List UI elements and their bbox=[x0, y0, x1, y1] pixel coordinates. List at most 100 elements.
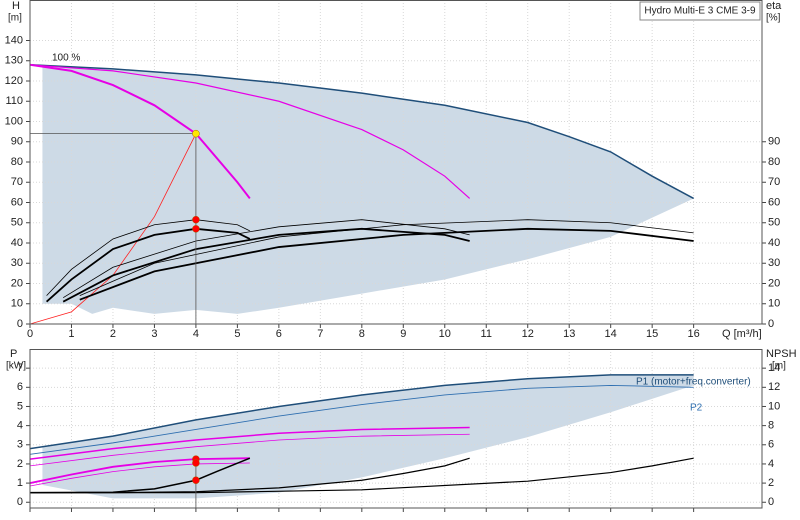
y2-tick-label: 80 bbox=[768, 156, 780, 168]
y2-tick-label: 30 bbox=[768, 257, 780, 269]
y-tick-label: 7 bbox=[17, 362, 23, 374]
x-tick-label: 4 bbox=[193, 328, 199, 340]
duty-point bbox=[192, 476, 200, 484]
y-tick-label: 4 bbox=[17, 420, 23, 432]
legend-box bbox=[639, 1, 761, 21]
plots: 0 1 2 3 4 5 6 7 8 9 10 11 12 13 14 15 160102030405060708… bbox=[5, 0, 780, 512]
x-tick-label: 1 bbox=[68, 328, 74, 340]
plot-frame bbox=[29, 349, 763, 509]
series-line bbox=[30, 426, 470, 460]
y-tick-label: 130 bbox=[5, 55, 23, 67]
x-tick-label: 14 bbox=[605, 328, 617, 340]
series-line bbox=[45, 227, 251, 303]
y-tick-label: 2 bbox=[17, 458, 23, 470]
series-line bbox=[30, 64, 471, 199]
y2-tick-label: 12 bbox=[768, 381, 780, 393]
x-tick-label: 2 bbox=[110, 328, 116, 340]
duty-point bbox=[192, 215, 200, 224]
x-tick-label: 15 bbox=[646, 328, 658, 340]
series-line bbox=[30, 457, 250, 484]
y-tick-label: 110 bbox=[5, 95, 23, 107]
x-tick-label: 12 bbox=[522, 328, 534, 340]
y2-tick-label: 20 bbox=[768, 277, 780, 289]
operating-area bbox=[42, 374, 694, 499]
y2-axis-label: eta bbox=[766, 0, 782, 12]
y-tick-label: 80 bbox=[11, 156, 23, 168]
y-tick-label: 30 bbox=[11, 257, 23, 269]
y2-tick-label: 90 bbox=[768, 136, 780, 148]
y-tick-label: 140 bbox=[5, 34, 23, 46]
y-tick-label: 20 bbox=[11, 277, 23, 289]
y-tick-label: 70 bbox=[11, 176, 23, 188]
plot bbox=[30, 0, 760, 324]
y-tick-label: 50 bbox=[11, 217, 23, 229]
y-axis-label: H bbox=[12, 0, 20, 12]
plot bbox=[30, 349, 760, 508]
series-line bbox=[30, 64, 694, 200]
y-tick-label: 90 bbox=[11, 136, 23, 148]
x-tick-label: 8 bbox=[359, 328, 365, 340]
series-line bbox=[62, 227, 470, 303]
duty-point bbox=[192, 225, 200, 233]
series-line bbox=[30, 384, 694, 455]
y-tick-label: 0 bbox=[17, 496, 23, 508]
annotation: 100 % bbox=[52, 53, 80, 64]
x-tick-label: 10 bbox=[439, 328, 451, 340]
series-line bbox=[79, 219, 694, 297]
y2-tick-label: 8 bbox=[768, 420, 774, 432]
plot-frame bbox=[29, 0, 763, 325]
x-tick-label: 7 bbox=[317, 328, 323, 340]
x-tick-label: 6 bbox=[276, 328, 282, 340]
x-tick-label: 13 bbox=[563, 328, 575, 340]
series-label: P1 (motor+freq.converter) bbox=[636, 377, 751, 388]
y-tick-label: 3 bbox=[17, 439, 23, 451]
y2-tick-label: 0 bbox=[768, 318, 774, 330]
y2-tick-label: 10 bbox=[768, 400, 780, 412]
series-label: P2 bbox=[690, 403, 703, 414]
y-tick-label: 5 bbox=[17, 400, 23, 412]
y2-tick-label: 6 bbox=[768, 439, 774, 451]
y2-tick-label: 50 bbox=[768, 217, 780, 229]
y-axis-unit: [m] bbox=[8, 13, 22, 24]
y-tick-label: 1 bbox=[17, 477, 23, 489]
operating-area bbox=[42, 64, 694, 314]
y2-axis-label: NPSH bbox=[766, 348, 797, 360]
y-tick-label: 40 bbox=[11, 237, 23, 249]
y-axis-unit: [kW] bbox=[6, 361, 26, 372]
y-tick-label: 60 bbox=[11, 196, 23, 208]
y2-tick-label: 4 bbox=[768, 458, 774, 470]
series-line bbox=[30, 63, 251, 200]
y-tick-label: 10 bbox=[11, 298, 23, 310]
y2-tick-label: 40 bbox=[768, 237, 780, 249]
series-line bbox=[30, 374, 694, 450]
y2-tick-label: 10 bbox=[768, 298, 780, 310]
x-tick-label: 0 bbox=[27, 328, 33, 340]
legend-label: Hydro Multi-E 3 CME 3-9 bbox=[644, 6, 756, 17]
duty-point bbox=[192, 129, 200, 138]
duty-point bbox=[192, 459, 200, 467]
y2-tick-label: 60 bbox=[768, 196, 780, 208]
x-tick-label: 9 bbox=[400, 328, 406, 340]
x-tick-label: 5 bbox=[234, 328, 240, 340]
y-axis-label: P bbox=[10, 348, 17, 360]
x-tick-label: 3 bbox=[151, 328, 157, 340]
y2-axis-unit: [m] bbox=[772, 361, 786, 372]
y2-tick-label: 0 bbox=[768, 496, 774, 508]
series-line bbox=[79, 227, 694, 301]
y2-tick-label: 14 bbox=[768, 362, 780, 374]
x-axis-label: Q [m³/h] bbox=[722, 328, 762, 340]
y-tick-label: 6 bbox=[17, 381, 23, 393]
x-tick-label: 16 bbox=[688, 328, 700, 340]
series-line bbox=[30, 433, 470, 467]
y-tick-label: 120 bbox=[5, 75, 23, 87]
y-tick-label: 0 bbox=[17, 318, 23, 330]
x-tick-label: 11 bbox=[481, 328, 492, 340]
y2-tick-label: 2 bbox=[768, 477, 774, 489]
series-line bbox=[30, 462, 250, 487]
series-line bbox=[62, 219, 470, 299]
y2-tick-label: 70 bbox=[768, 176, 780, 188]
y2-axis-unit: [%] bbox=[766, 13, 781, 24]
y-tick-label: 100 bbox=[5, 115, 23, 127]
